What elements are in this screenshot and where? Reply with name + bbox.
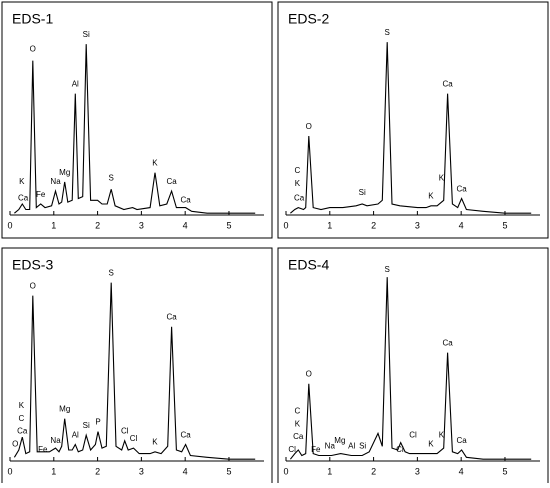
panel-title: EDS-2	[288, 11, 329, 27]
peak-label: K	[19, 177, 25, 186]
peak-label: Ca	[442, 80, 453, 89]
panel-frame	[277, 1, 549, 239]
peak-label: K	[19, 401, 25, 410]
peak-label: K	[439, 173, 445, 182]
panel-title: EDS-4	[288, 257, 329, 273]
x-tick-label: 3	[139, 220, 144, 230]
peak-label: Ca	[442, 338, 453, 347]
peak-label: Al	[72, 80, 79, 89]
x-tick-label: 3	[139, 466, 144, 476]
x-tick-label: 5	[226, 220, 231, 230]
peak-label: K	[152, 159, 158, 168]
peak-label: Al	[348, 441, 355, 450]
peak-label: O	[306, 122, 312, 131]
peak-label: S	[384, 28, 389, 37]
peak-label: Ca	[180, 430, 191, 439]
peak-label: C	[18, 414, 24, 423]
peak-label: K	[295, 179, 301, 188]
peak-label: Ca	[293, 432, 304, 441]
x-tick-label: 3	[415, 220, 420, 230]
x-tick-label: 4	[459, 220, 464, 230]
x-tick-label: 3	[415, 466, 420, 476]
x-tick-label: 2	[371, 466, 376, 476]
x-tick-label: 5	[502, 466, 507, 476]
x-tick-label: 1	[51, 220, 56, 230]
peak-label: Fe	[311, 445, 321, 454]
peak-label: Si	[83, 421, 90, 430]
peak-label: Cl	[288, 445, 296, 454]
peak-label: S	[108, 173, 113, 182]
peak-label: Ca	[18, 194, 29, 203]
peak-label: Mg	[59, 168, 70, 177]
x-tick-label: 2	[95, 466, 100, 476]
peak-label: Mg	[59, 405, 70, 414]
x-tick-label: 4	[183, 220, 188, 230]
peak-label: Ca	[166, 177, 177, 186]
peak-label: Al	[72, 430, 79, 439]
x-tick-label: 2	[371, 220, 376, 230]
peak-label: Fe	[36, 190, 46, 199]
spectrum-line	[289, 277, 532, 460]
spectrum-line	[290, 42, 532, 214]
spectrum-line	[13, 282, 256, 460]
peak-label: Cl	[409, 430, 417, 439]
peak-label: Si	[83, 30, 90, 39]
panel-frame	[1, 247, 273, 485]
x-tick-label: 0	[283, 220, 288, 230]
peak-label: K	[428, 440, 434, 449]
peak-label: Si	[359, 441, 366, 450]
peak-label: S	[108, 269, 113, 278]
peak-label: Ca	[456, 184, 467, 193]
peak-label: Cl	[130, 434, 138, 443]
peak-label: K	[295, 419, 301, 428]
peak-label: Na	[50, 177, 61, 186]
peak-label: K	[439, 430, 445, 439]
x-tick-label: 5	[226, 466, 231, 476]
x-tick-label: 1	[327, 466, 332, 476]
peak-label: Na	[325, 441, 336, 450]
peak-label: Fe	[38, 445, 48, 454]
x-tick-label: 0	[7, 466, 12, 476]
peak-label: Ca	[294, 194, 305, 203]
peak-label: O	[12, 440, 18, 449]
peak-label: C	[294, 406, 300, 415]
peak-label: O	[30, 45, 36, 54]
peak-label: O	[306, 370, 312, 379]
panel-title: EDS-3	[12, 257, 53, 273]
x-tick-label: 0	[283, 466, 288, 476]
peak-label: K	[152, 438, 158, 447]
peak-label: Ca	[17, 427, 28, 436]
x-tick-label: 1	[51, 466, 56, 476]
peak-label: Si	[359, 188, 366, 197]
x-tick-label: 4	[459, 466, 464, 476]
peak-label: Ca	[456, 436, 467, 445]
panel-title: EDS-1	[12, 11, 53, 27]
peak-label: O	[30, 281, 36, 290]
x-tick-label: 2	[95, 220, 100, 230]
peak-label: P	[95, 418, 100, 427]
peak-label: Cl	[396, 445, 404, 454]
panel-frame	[1, 1, 273, 239]
peak-label: Na	[50, 436, 61, 445]
x-tick-label: 0	[7, 220, 12, 230]
x-tick-label: 4	[183, 466, 188, 476]
peak-label: Ca	[166, 313, 177, 322]
x-tick-label: 1	[327, 220, 332, 230]
peak-label: Ca	[180, 195, 191, 204]
spectrum-line	[14, 44, 256, 214]
x-tick-label: 5	[502, 220, 507, 230]
peak-label: S	[384, 265, 389, 274]
peak-label: C	[294, 166, 300, 175]
peak-label: Mg	[334, 436, 345, 445]
peak-label: Cl	[121, 427, 129, 436]
peak-label: K	[428, 192, 434, 201]
panel-frame	[277, 247, 549, 485]
